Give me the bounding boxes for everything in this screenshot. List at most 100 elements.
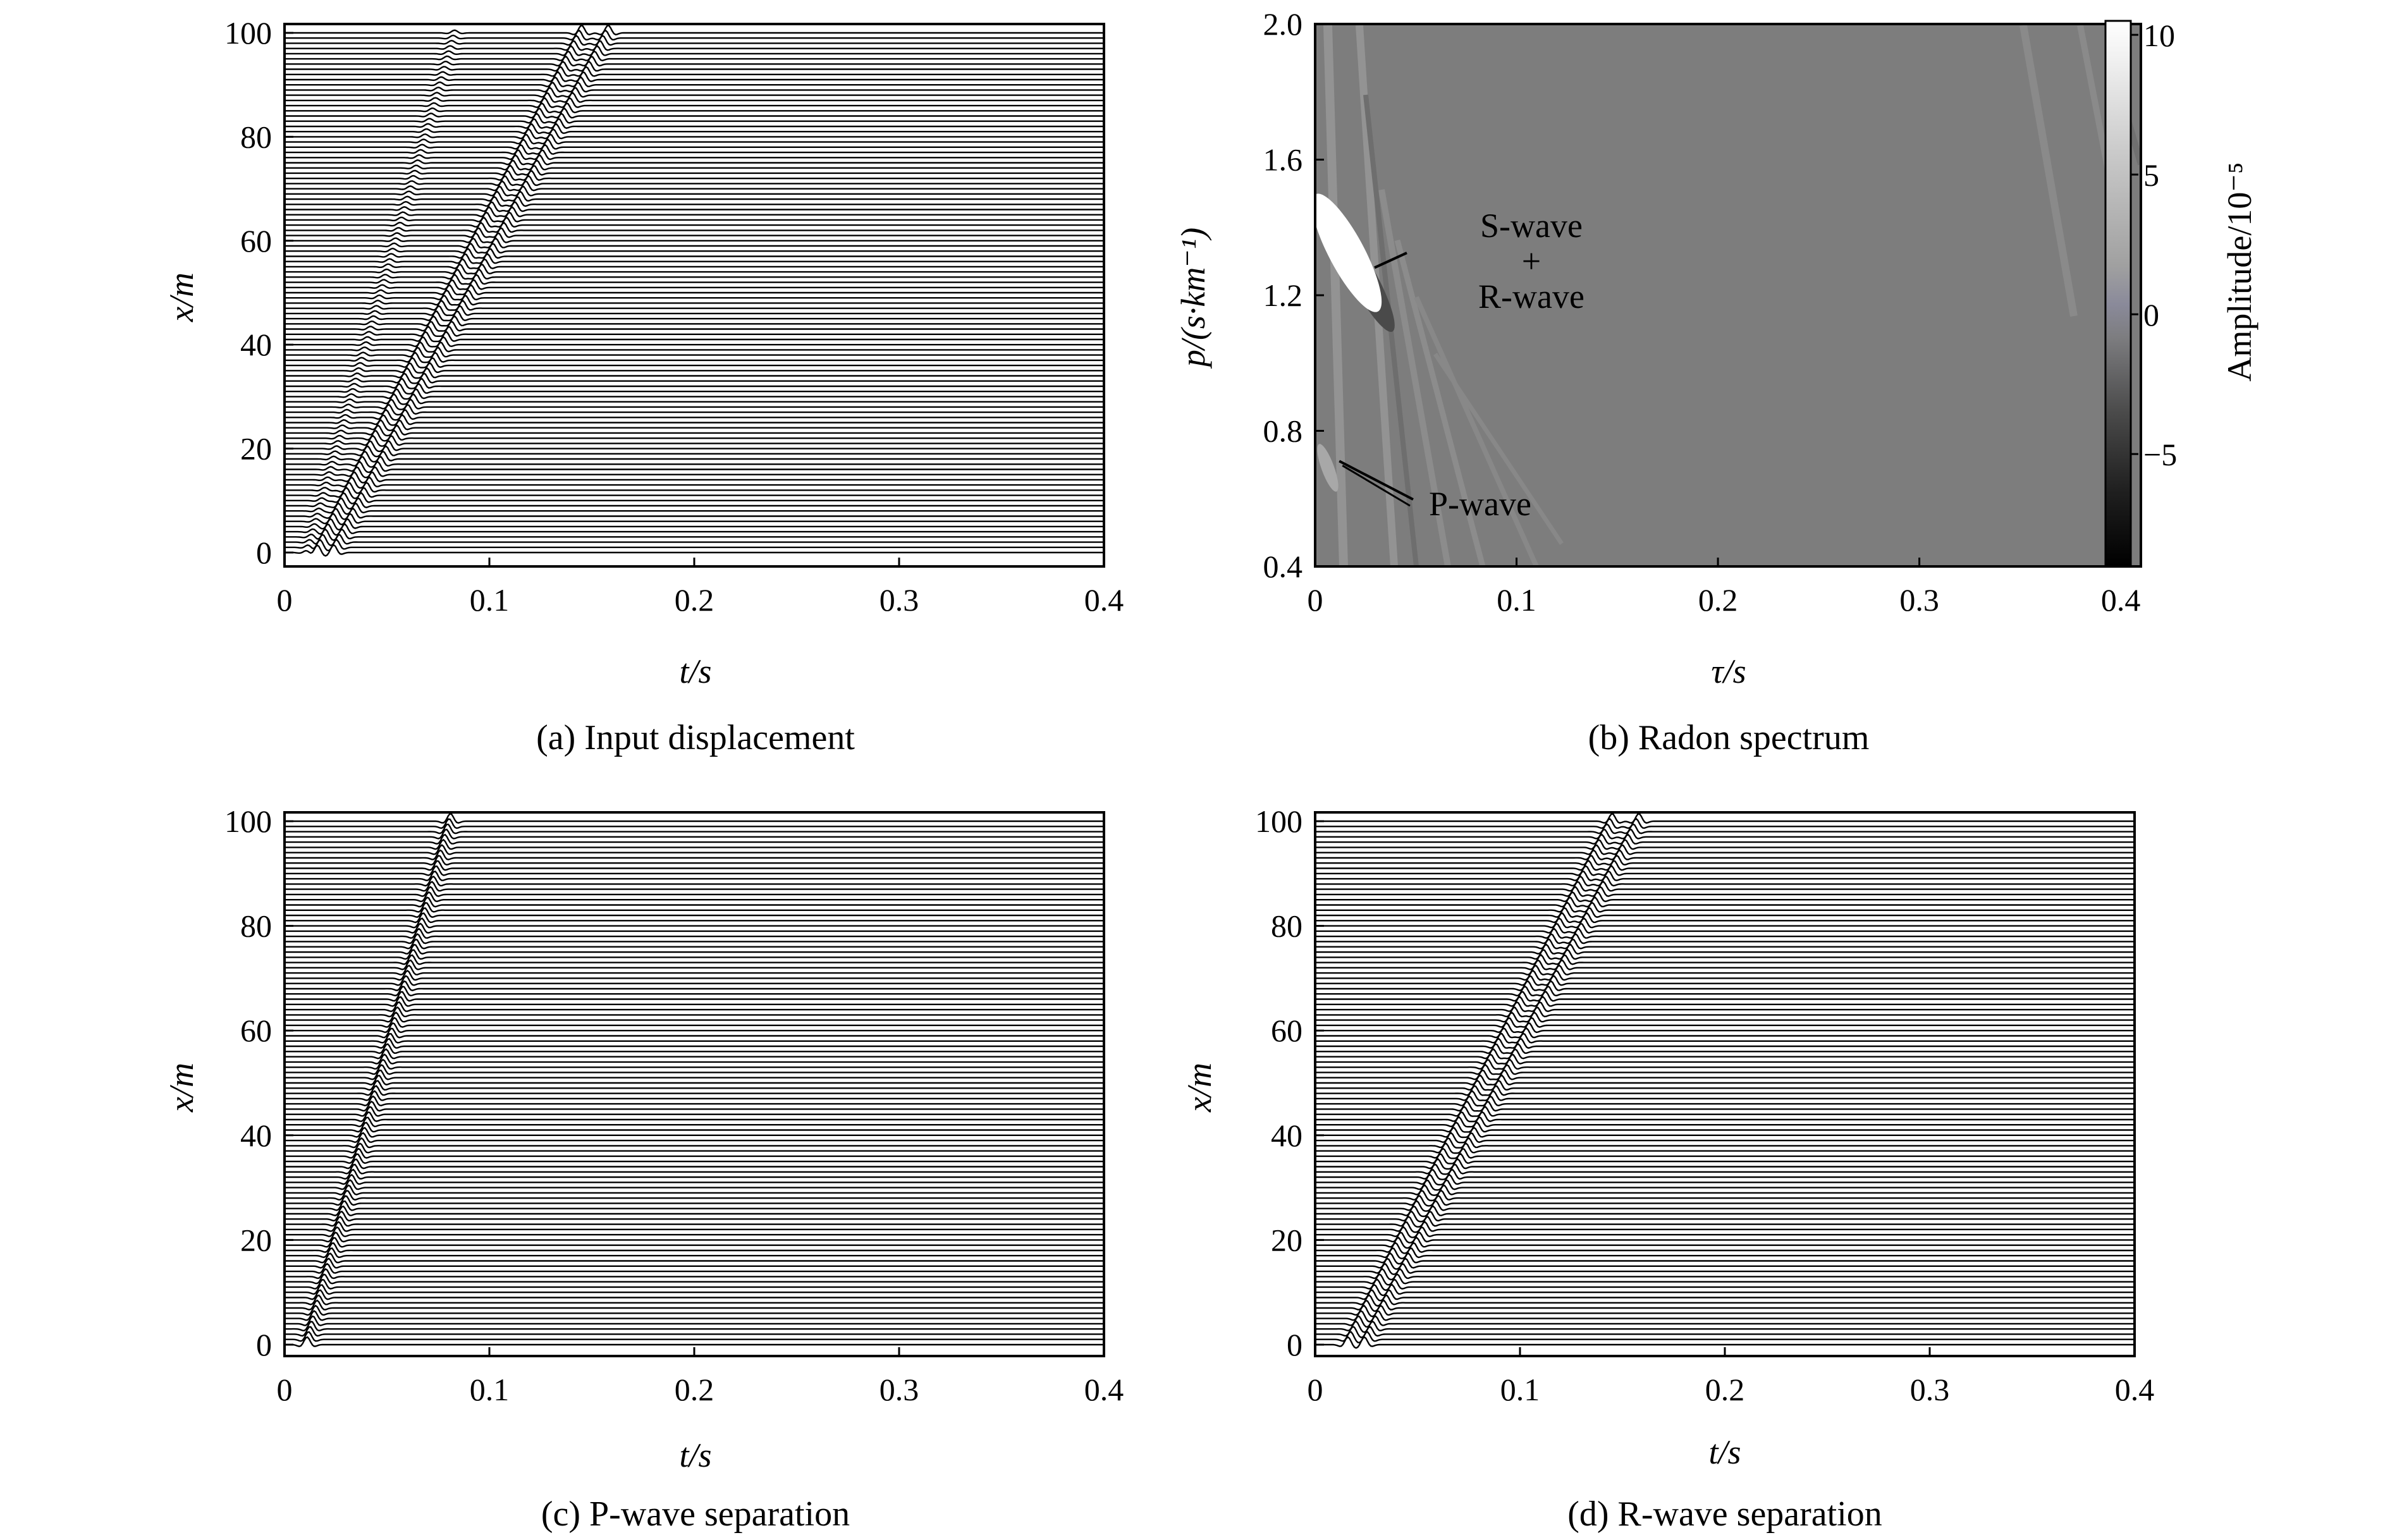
trace-line (285, 1111, 1104, 1122)
trace-line (1315, 1106, 2135, 1117)
trace-line (1315, 865, 2135, 876)
trace-line (285, 912, 1104, 924)
trace-line (285, 440, 1104, 453)
trace-line (285, 1289, 1104, 1300)
trace-line (1315, 975, 2135, 986)
trace-line (1315, 1273, 2135, 1286)
trace-line (285, 45, 1104, 56)
y-tick-label: 0 (256, 1327, 272, 1362)
trace-line (1315, 1027, 2135, 1039)
trace-line (1315, 922, 2135, 934)
p-wave-energy (1317, 444, 1339, 492)
colorbar-tick-label: 5 (2143, 157, 2159, 193)
trace-line (285, 164, 1104, 176)
trace-line (1315, 1283, 2135, 1297)
trace-line (285, 128, 1104, 140)
trace-line (1315, 985, 2135, 997)
y-tick-label: 40 (240, 327, 272, 362)
heatmap-streak (1378, 189, 1451, 566)
trace-line (285, 320, 1104, 332)
trace-line (285, 980, 1104, 991)
trace-line (1315, 1153, 2135, 1164)
trace-line (285, 907, 1104, 918)
trace-line (285, 372, 1104, 384)
x-tick-label: 0.1 (1497, 582, 1536, 618)
trace-line (285, 34, 1104, 46)
heatmap-streak (1394, 239, 1486, 566)
y-tick-label: 20 (240, 1222, 272, 1257)
x-tick-label: 0.1 (470, 1372, 510, 1407)
trace-line (1315, 817, 2135, 829)
panel-caption: (b) Radon spectrum (1588, 718, 1870, 757)
trace-line (1315, 959, 2135, 970)
annotation-pointer (1374, 252, 1407, 269)
trace-line (285, 424, 1104, 437)
panel-radon-spectrum: 0 0.1 0.2 0.3 0.4 0.4 0.8 1.2 1.6 2.0 S-wave+R-w… (1174, 6, 2258, 757)
trace-line (285, 996, 1104, 1007)
trace-line (285, 1080, 1104, 1091)
colorbar-tick-label: 0 (2143, 297, 2159, 333)
trace-line (285, 133, 1104, 145)
trace-line (285, 492, 1104, 504)
y-axis-ticks: 0 20 40 60 80 100 (224, 804, 293, 1362)
trace-line (285, 1147, 1104, 1159)
trace-line (285, 357, 1104, 369)
trace-line (1315, 1090, 2135, 1101)
trace-line (1315, 1163, 2135, 1175)
trace-line (285, 1022, 1104, 1034)
trace-line (285, 206, 1104, 217)
y-axis-ticks: 0 20 40 60 80 100 (1255, 804, 1324, 1362)
x-tick-label: 0.3 (879, 1372, 919, 1407)
trace-line (1315, 1111, 2135, 1123)
x-axis-ticks: 0 0.1 0.2 0.3 0.4 (277, 1347, 1124, 1407)
trace-line (1315, 1247, 2135, 1260)
heatmap-streak (1433, 353, 1564, 545)
colorbar-tick-label: 10 (2143, 18, 2175, 53)
trace-line (285, 81, 1104, 93)
trace-line (285, 1336, 1104, 1347)
trace-line (285, 1221, 1104, 1232)
trace-line (285, 1106, 1104, 1117)
trace-line (285, 60, 1104, 72)
y-tick-label: 2.0 (1263, 6, 1303, 42)
y-tick-label: 80 (240, 908, 272, 944)
trace-line (285, 1195, 1104, 1206)
trace-line (285, 844, 1104, 855)
trace-line (285, 1201, 1104, 1211)
trace-line (285, 180, 1104, 192)
trace-line (1315, 1315, 2135, 1328)
trace-line (285, 362, 1104, 374)
trace-line (1315, 1095, 2135, 1107)
trace-line (1315, 1127, 2135, 1139)
y-tick-label: 100 (224, 15, 272, 51)
trace-line (1315, 870, 2135, 881)
trace-line (285, 1189, 1104, 1201)
trace-line (1315, 1058, 2135, 1070)
trace-line (285, 102, 1104, 114)
trace-line (285, 414, 1104, 426)
trace-line (285, 123, 1104, 135)
trace-line (1315, 980, 2135, 991)
trace-line (285, 876, 1104, 887)
trace-line (285, 1226, 1104, 1238)
s-r-wave-energy-core (1326, 217, 1365, 286)
trace-line (285, 959, 1104, 970)
annotation-pointer (1339, 460, 1414, 501)
trace-line (1315, 828, 2135, 840)
trace-line (1315, 1022, 2135, 1034)
trace-line (1315, 964, 2135, 976)
trace-line (1315, 1216, 2135, 1228)
trace-line (285, 818, 1104, 829)
trace-line (285, 429, 1104, 442)
trace-line (285, 242, 1104, 254)
trace-line (285, 268, 1104, 280)
heatmap-streak (2019, 24, 2078, 317)
trace-line (285, 891, 1104, 903)
trace-line (285, 274, 1104, 285)
y-tick-label: 1.6 (1263, 142, 1303, 178)
trace-line (285, 1299, 1104, 1311)
trace-line (285, 917, 1104, 929)
x-axis-ticks: 0 0.1 0.2 0.3 0.4 (1308, 558, 2140, 618)
trace-line (1315, 860, 2135, 871)
